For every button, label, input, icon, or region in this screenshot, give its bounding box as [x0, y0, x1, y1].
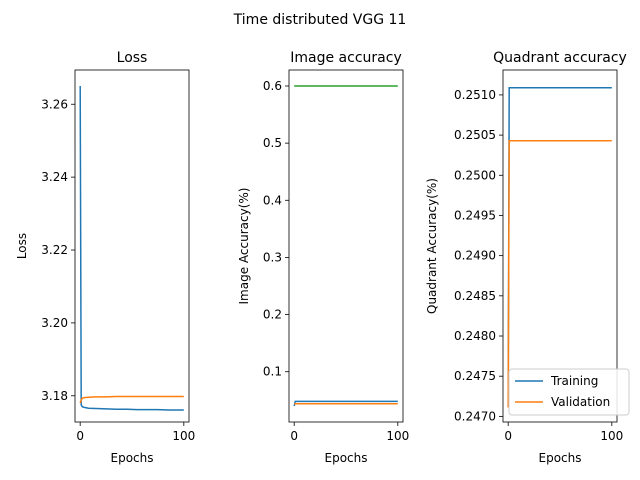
x-axis-label: Epochs	[325, 451, 368, 465]
series-line-1	[79, 85, 184, 411]
y-tick-label: 0.2500	[454, 168, 496, 182]
x-axis-label: Epochs	[111, 451, 154, 465]
legend: Training Validation	[508, 368, 630, 416]
series-line-1	[293, 400, 398, 407]
x-axis-label: Epochs	[539, 451, 582, 465]
y-tick-label: 3.18	[41, 389, 68, 403]
y-tick-label: 0.1	[263, 365, 282, 379]
series-line-2	[507, 139, 612, 408]
axes-title: Quadrant accuracy	[493, 50, 627, 66]
y-tick-label: 3.22	[41, 243, 68, 257]
y-axis-label: Image Accuracy(%)	[237, 188, 251, 305]
y-tick-label: 0.6	[263, 79, 282, 93]
x-tick-label: 100	[386, 429, 409, 443]
y-tick-label: 0.2485	[454, 289, 496, 303]
axes-2: 0 100 0.1 0.2 0.3 0.4 0.5 0.6 Image accuracy Epoc…	[237, 50, 409, 465]
legend-label: Validation	[551, 395, 610, 409]
y-tick-label: 0.2475	[454, 369, 496, 383]
x-tick-label: 0	[504, 429, 512, 443]
axes-3: 0 100 0.2470 0.2475 0.2480 0.2485 0.2490 0.2495…	[425, 50, 630, 465]
y-tick-label: 3.20	[41, 316, 68, 330]
y-axis-label: Loss	[15, 233, 29, 259]
y-tick-label: 0.2490	[454, 249, 496, 263]
series-line-2	[79, 395, 184, 404]
y-tick-label: 0.2505	[454, 128, 496, 142]
x-tick-label: 0	[290, 429, 298, 443]
series-line-1	[507, 86, 612, 408]
figure-title: Time distributed VGG 11	[233, 12, 407, 28]
y-tick-label: 3.26	[41, 97, 68, 111]
y-tick-label: 0.2	[263, 308, 282, 322]
y-tick-label: 0.2470	[454, 409, 496, 423]
x-tick-label: 100	[600, 429, 623, 443]
axes-1: 0 100 3.18 3.20 3.22 3.24 3.26 Loss Epochs Loss	[15, 50, 195, 465]
y-tick-label: 3.24	[41, 170, 68, 184]
axes-frame	[288, 69, 404, 423]
y-tick-label: 0.2510	[454, 88, 496, 102]
legend-label: Training	[550, 374, 598, 388]
y-tick-label: 0.2480	[454, 329, 496, 343]
y-axis-label: Quadrant Accuracy(%)	[425, 178, 439, 314]
x-tick-label: 100	[172, 429, 195, 443]
axes-title: Loss	[117, 50, 148, 66]
y-tick-label: 0.2495	[454, 208, 496, 222]
axes-frame	[74, 69, 190, 423]
axes-frame	[502, 69, 618, 423]
axes-title: Image accuracy	[290, 50, 401, 66]
y-tick-label: 0.5	[263, 136, 282, 150]
y-tick-label: 0.4	[263, 193, 282, 207]
y-tick-label: 0.3	[263, 250, 282, 264]
x-tick-label: 0	[76, 429, 84, 443]
